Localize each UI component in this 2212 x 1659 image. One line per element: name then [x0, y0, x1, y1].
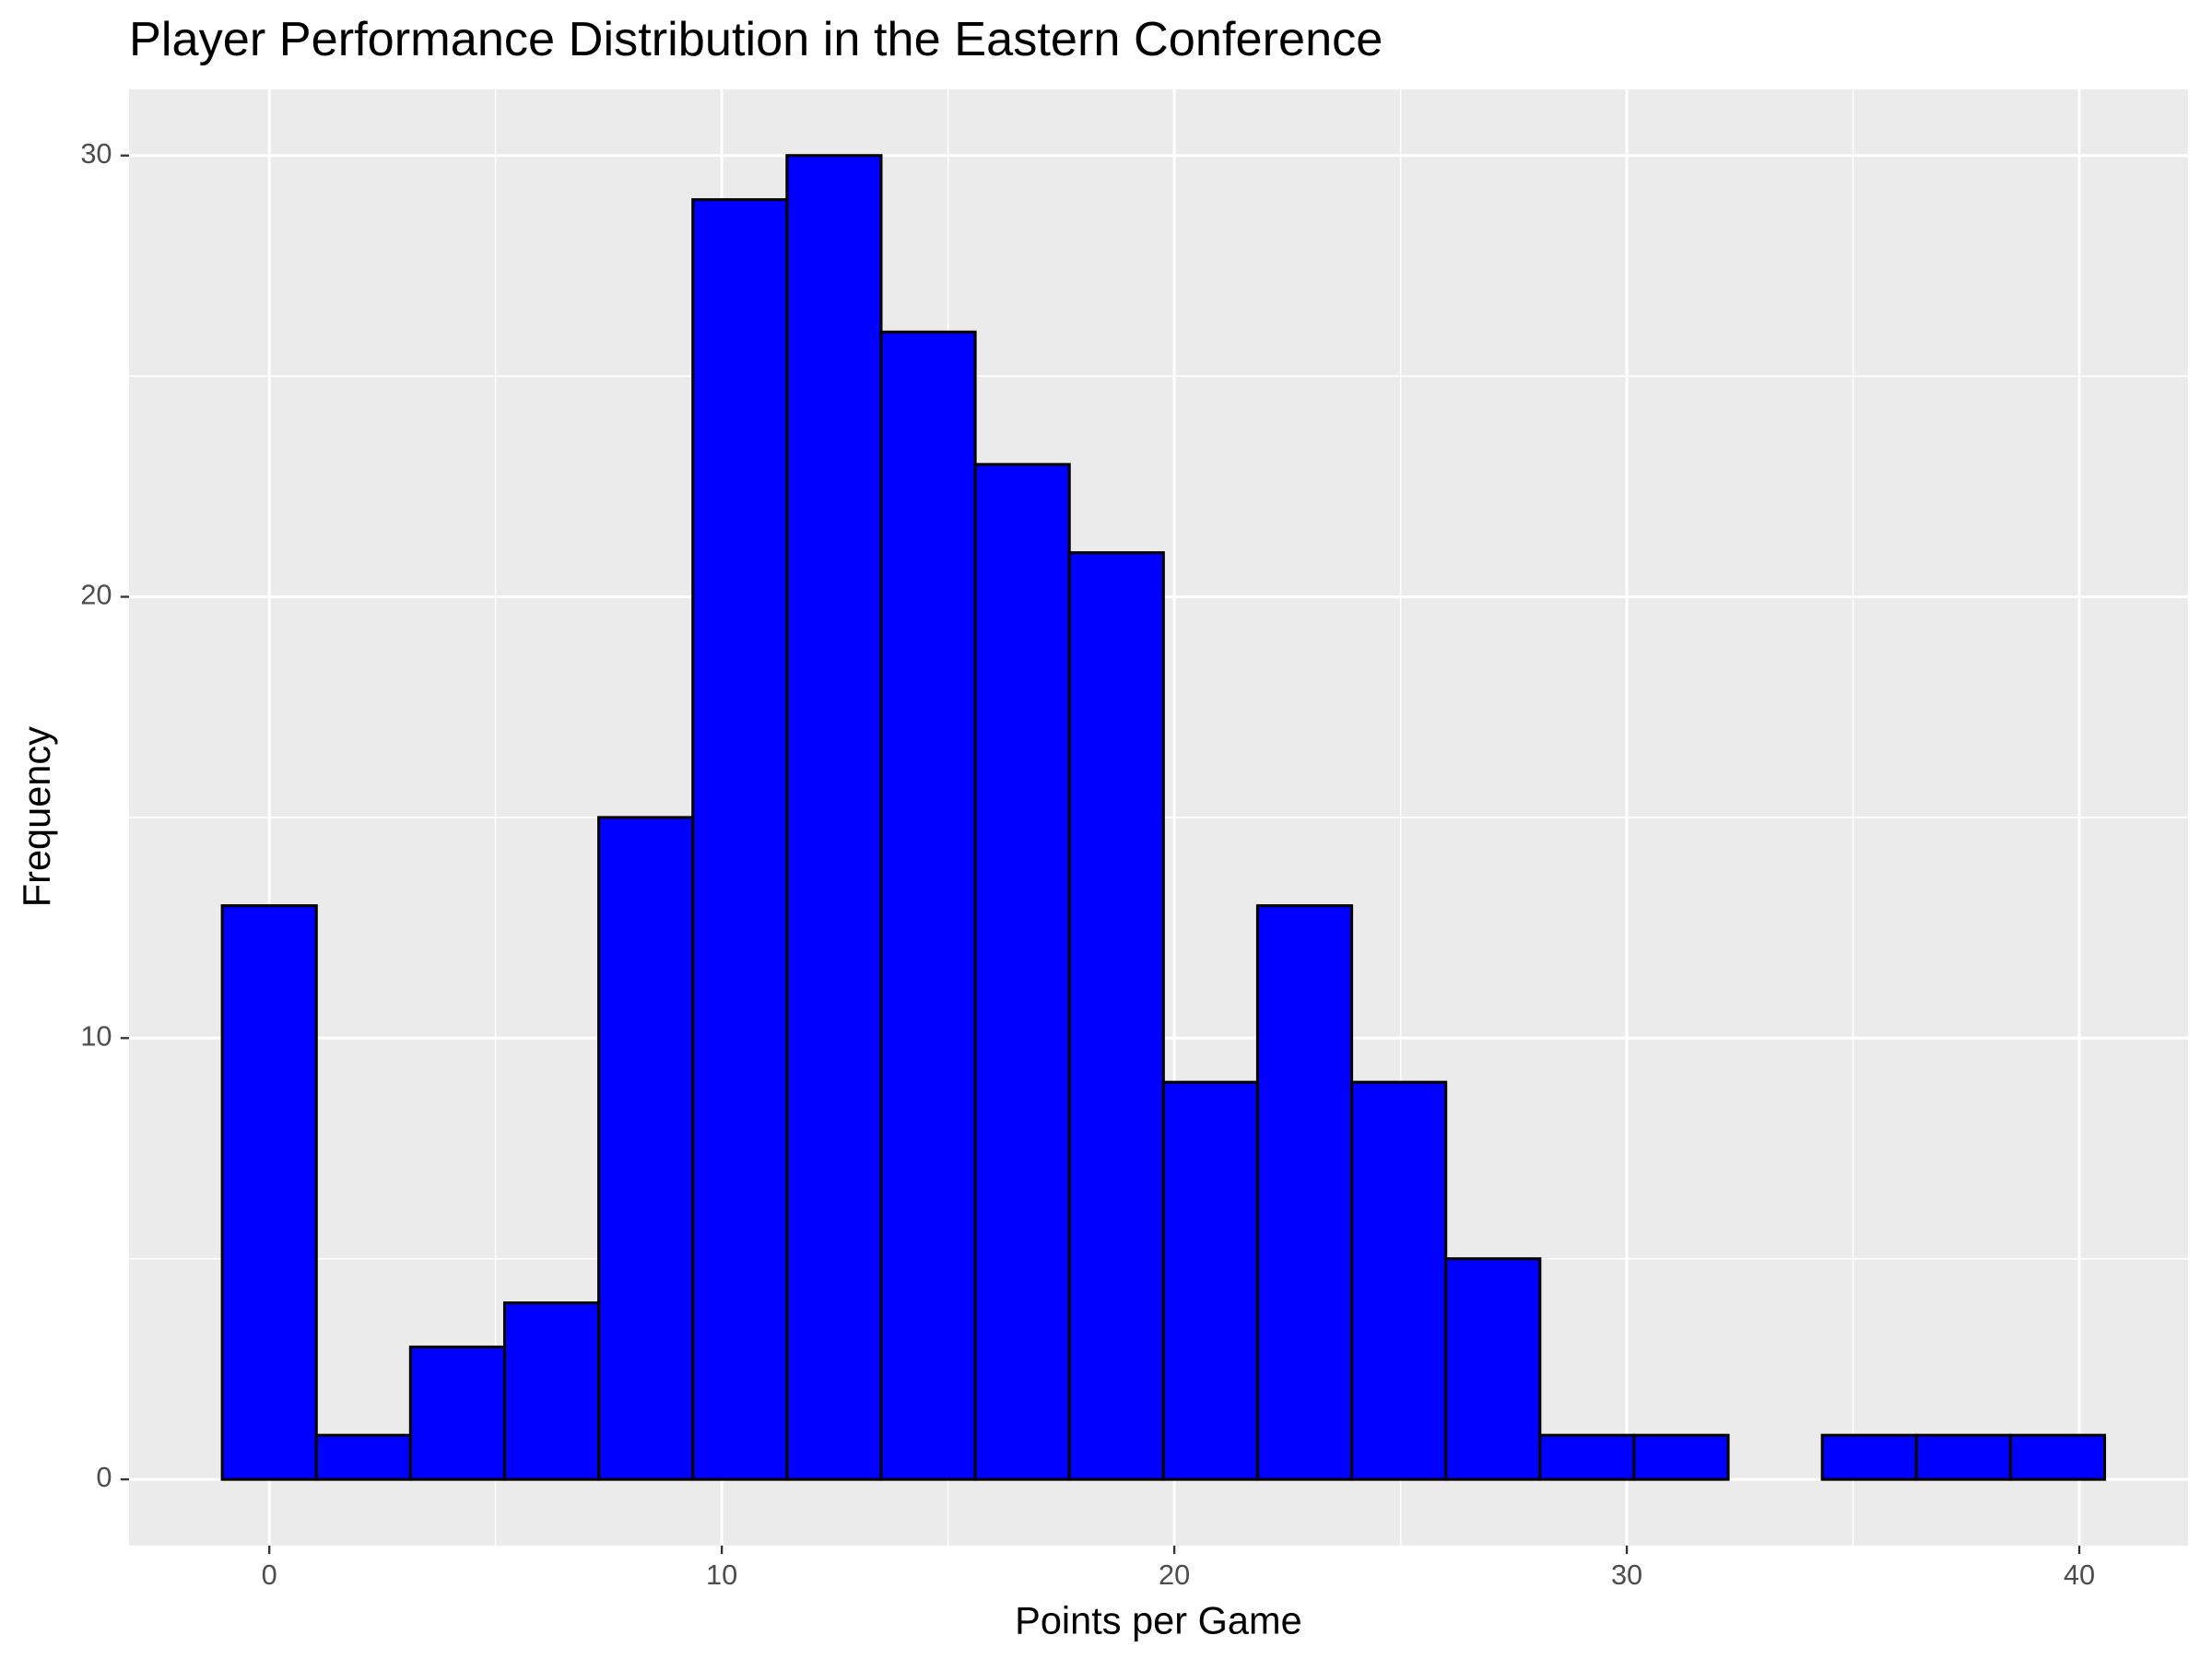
- histogram-bar: [1538, 1433, 1636, 1481]
- y-axis-title: Frequency: [15, 726, 58, 907]
- histogram-bar: [973, 463, 1071, 1481]
- histogram-bar: [1067, 551, 1165, 1481]
- y-tick-label: 10: [80, 1019, 112, 1052]
- histogram-bar: [502, 1301, 601, 1481]
- x-tick-label: 40: [2064, 1559, 2095, 1591]
- histogram-bar: [220, 904, 318, 1481]
- histogram-bar: [1161, 1080, 1259, 1481]
- histogram-bar: [2008, 1433, 2107, 1481]
- y-tick-label: 20: [80, 579, 112, 611]
- x-tick-label: 10: [706, 1559, 737, 1591]
- x-tick-label: 30: [1611, 1559, 1642, 1591]
- histogram-bar: [314, 1433, 412, 1481]
- x-tick-label: 0: [262, 1559, 277, 1591]
- histogram-bar: [1255, 904, 1354, 1481]
- histogram-bar: [1914, 1433, 2012, 1481]
- x-tick-label: 20: [1159, 1559, 1190, 1591]
- y-tick-label: 30: [80, 137, 112, 170]
- histogram-bar: [785, 154, 883, 1481]
- histogram-bar: [597, 816, 695, 1481]
- histogram-bar: [1632, 1433, 1730, 1481]
- x-axis-title: Points per Game: [1015, 1599, 1302, 1642]
- histogram-bar: [879, 330, 977, 1481]
- histogram-bar: [408, 1345, 507, 1481]
- histogram-bar: [1820, 1433, 1918, 1481]
- y-tick-label: 0: [96, 1461, 112, 1493]
- histogram-bar: [691, 198, 789, 1481]
- histogram-bar: [1350, 1080, 1448, 1481]
- histogram-bar: [1444, 1257, 1542, 1481]
- chart-title: Player Performance Distribution in the E…: [129, 13, 1382, 66]
